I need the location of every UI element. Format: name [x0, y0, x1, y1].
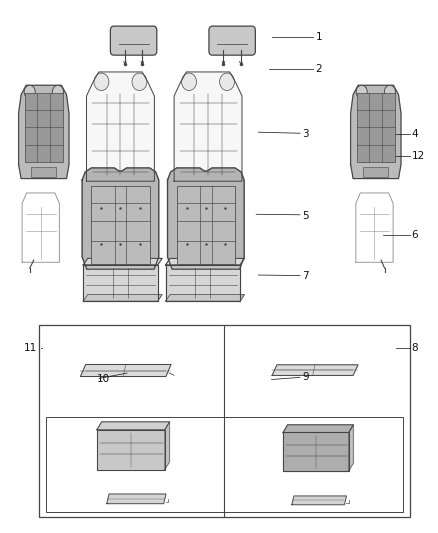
- Text: 12: 12: [412, 151, 425, 160]
- Ellipse shape: [385, 85, 396, 98]
- Ellipse shape: [24, 85, 35, 98]
- Polygon shape: [166, 259, 244, 265]
- Polygon shape: [174, 72, 242, 181]
- Polygon shape: [18, 85, 69, 179]
- Ellipse shape: [132, 73, 147, 91]
- Bar: [39, 325, 410, 517]
- Text: 8: 8: [412, 343, 418, 353]
- Polygon shape: [87, 72, 154, 181]
- Polygon shape: [83, 265, 158, 301]
- FancyBboxPatch shape: [110, 26, 157, 55]
- FancyBboxPatch shape: [209, 26, 255, 55]
- Polygon shape: [283, 425, 353, 432]
- Text: 1: 1: [315, 33, 322, 42]
- Ellipse shape: [94, 73, 109, 91]
- Polygon shape: [107, 494, 166, 504]
- Text: 11: 11: [24, 343, 37, 353]
- Bar: [46, 417, 403, 512]
- Text: 4: 4: [412, 130, 418, 139]
- Polygon shape: [83, 259, 162, 265]
- Polygon shape: [272, 365, 358, 375]
- Bar: [357, 93, 395, 162]
- Bar: [363, 167, 389, 177]
- Bar: [31, 167, 57, 177]
- Polygon shape: [283, 432, 349, 471]
- Polygon shape: [167, 168, 244, 269]
- Bar: [177, 186, 235, 264]
- Polygon shape: [82, 168, 159, 269]
- Polygon shape: [83, 295, 162, 301]
- Ellipse shape: [53, 85, 64, 98]
- Ellipse shape: [182, 73, 197, 91]
- Bar: [92, 186, 149, 264]
- Polygon shape: [292, 496, 346, 505]
- Text: 2: 2: [315, 64, 322, 74]
- Text: 6: 6: [412, 230, 418, 239]
- Polygon shape: [165, 422, 170, 470]
- Text: 7: 7: [302, 271, 309, 281]
- Polygon shape: [81, 365, 171, 376]
- Polygon shape: [97, 422, 170, 430]
- Polygon shape: [97, 430, 165, 470]
- Text: 10: 10: [96, 375, 110, 384]
- Polygon shape: [349, 425, 353, 471]
- Text: 5: 5: [302, 211, 309, 221]
- Text: 9: 9: [302, 372, 309, 382]
- Ellipse shape: [356, 85, 367, 98]
- Ellipse shape: [219, 73, 234, 91]
- Polygon shape: [166, 295, 244, 301]
- Polygon shape: [350, 85, 401, 179]
- Bar: [25, 93, 63, 162]
- Polygon shape: [166, 265, 240, 301]
- Text: 3: 3: [302, 130, 309, 139]
